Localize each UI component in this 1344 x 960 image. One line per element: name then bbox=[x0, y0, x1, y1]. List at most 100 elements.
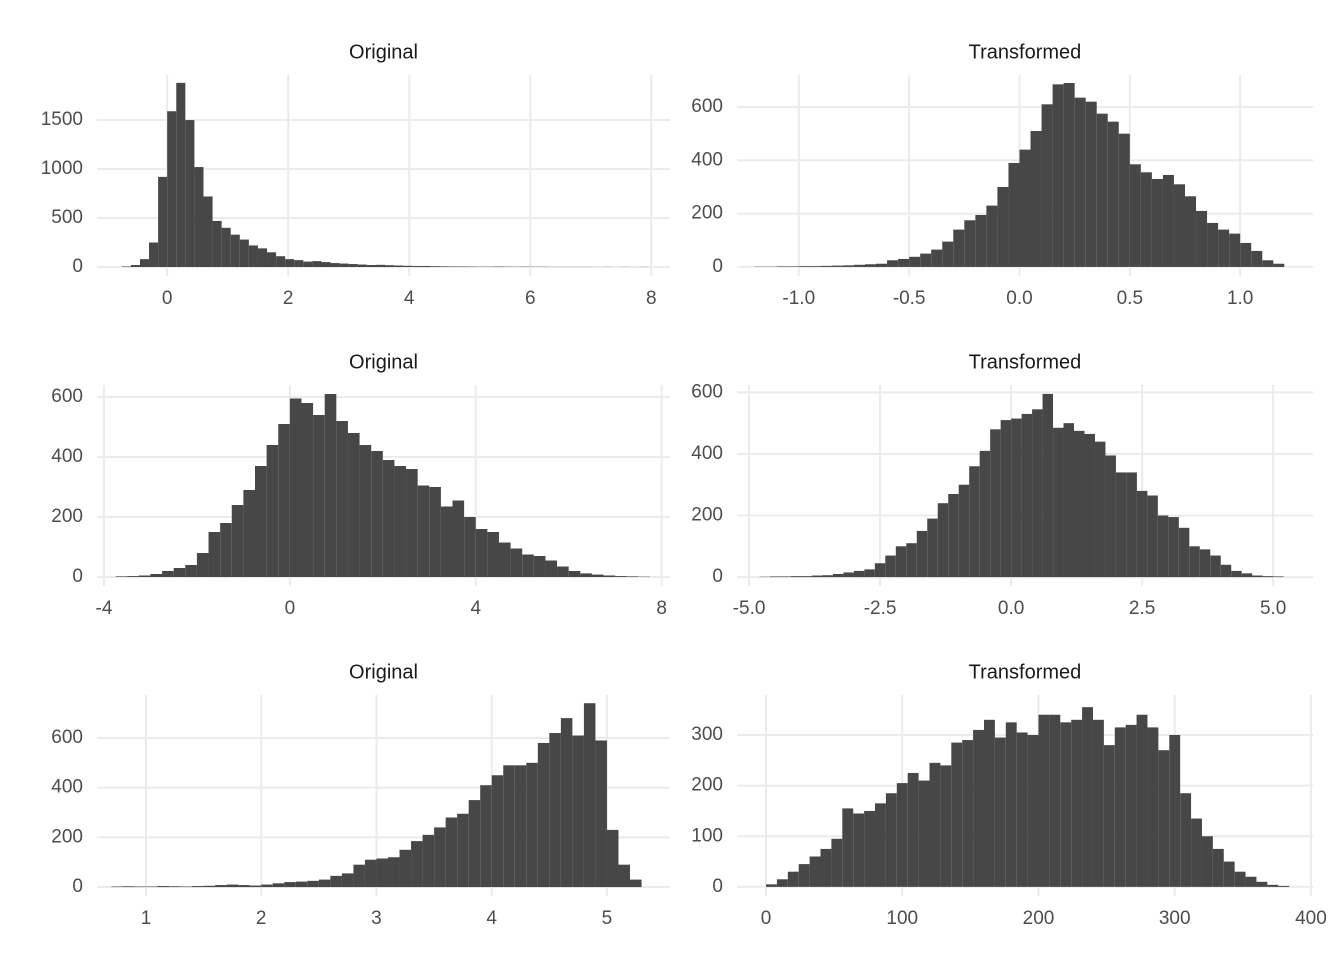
bar bbox=[958, 484, 970, 578]
bar bbox=[1125, 724, 1137, 887]
bar bbox=[173, 568, 186, 577]
bar bbox=[798, 266, 810, 267]
bar bbox=[167, 111, 177, 267]
bar bbox=[990, 429, 1001, 578]
y-tick-label: 0 bbox=[72, 876, 83, 897]
bar bbox=[385, 265, 395, 267]
bar bbox=[1234, 871, 1246, 887]
bar bbox=[376, 858, 388, 888]
bar bbox=[1231, 570, 1242, 578]
x-tick-label: 1 bbox=[141, 908, 152, 929]
bar bbox=[348, 264, 358, 267]
bar bbox=[1000, 420, 1012, 578]
bar bbox=[1157, 515, 1169, 578]
bar bbox=[399, 849, 412, 888]
y-tick-label: 600 bbox=[51, 386, 83, 407]
bar bbox=[1185, 196, 1197, 267]
bar bbox=[1278, 885, 1290, 887]
bar bbox=[1262, 576, 1274, 578]
bar bbox=[583, 703, 596, 888]
bar bbox=[514, 765, 527, 888]
bar bbox=[896, 783, 908, 887]
bar bbox=[1063, 423, 1075, 578]
bar bbox=[1158, 750, 1170, 887]
bar bbox=[330, 263, 340, 267]
bar bbox=[1267, 884, 1279, 887]
bar bbox=[406, 469, 418, 577]
bar bbox=[1030, 130, 1042, 267]
bar bbox=[973, 729, 984, 887]
bar bbox=[986, 205, 998, 267]
bar bbox=[321, 262, 331, 267]
bar bbox=[498, 542, 511, 577]
bar bbox=[394, 265, 404, 267]
bar bbox=[820, 265, 832, 267]
x-tick-label: -4 bbox=[96, 598, 113, 619]
bar bbox=[1207, 222, 1219, 267]
bar bbox=[983, 719, 995, 887]
x-tick-label: 1.0 bbox=[1227, 288, 1253, 309]
bar bbox=[307, 880, 319, 888]
bar bbox=[243, 490, 256, 577]
x-tick-label: -0.5 bbox=[893, 288, 926, 309]
bar bbox=[843, 572, 854, 578]
y-tick-label: 400 bbox=[51, 446, 83, 467]
y-tick-label: 200 bbox=[691, 505, 723, 526]
bar bbox=[1220, 564, 1232, 578]
bar bbox=[1074, 430, 1085, 578]
x-tick-label: 2 bbox=[283, 288, 294, 309]
bar bbox=[975, 214, 987, 267]
bar bbox=[842, 265, 854, 267]
bar bbox=[1240, 242, 1252, 267]
bar bbox=[626, 576, 639, 577]
bar bbox=[1162, 174, 1174, 267]
bar bbox=[853, 570, 865, 578]
bar bbox=[953, 229, 965, 267]
x-tick-label: -5.0 bbox=[733, 598, 766, 619]
y-tick-label: 0 bbox=[712, 876, 723, 897]
bar bbox=[1107, 121, 1119, 267]
bar bbox=[1118, 133, 1130, 267]
bar bbox=[439, 266, 449, 267]
panel-title: Transformed bbox=[969, 351, 1082, 373]
bar bbox=[942, 241, 954, 267]
bar bbox=[347, 433, 360, 577]
bar bbox=[357, 264, 367, 267]
bar bbox=[203, 196, 213, 267]
x-tick-label: 300 bbox=[1159, 908, 1191, 929]
bar bbox=[1094, 441, 1106, 578]
bar bbox=[255, 466, 267, 577]
bar bbox=[1011, 418, 1022, 578]
bar bbox=[276, 256, 286, 267]
bar bbox=[130, 265, 140, 267]
bar bbox=[864, 810, 876, 887]
bar bbox=[212, 220, 222, 267]
bar bbox=[920, 253, 932, 267]
bar bbox=[1041, 104, 1053, 267]
bar bbox=[221, 227, 231, 267]
x-tick-label: 8 bbox=[656, 598, 667, 619]
bar bbox=[266, 445, 279, 577]
bar bbox=[1049, 714, 1061, 887]
y-tick-label: 0 bbox=[72, 566, 83, 587]
bar bbox=[257, 248, 268, 267]
bar bbox=[336, 421, 348, 577]
x-tick-label: 0.0 bbox=[1006, 288, 1032, 309]
y-tick-label: 1500 bbox=[41, 109, 83, 130]
bar bbox=[261, 884, 273, 888]
y-tick-label: 400 bbox=[691, 149, 723, 170]
bar bbox=[916, 530, 928, 578]
bar bbox=[226, 884, 239, 888]
bar bbox=[776, 879, 788, 887]
bar bbox=[820, 848, 832, 887]
x-tick-label: 400 bbox=[1295, 908, 1327, 929]
bar bbox=[979, 450, 991, 578]
bar bbox=[1052, 84, 1064, 267]
bar bbox=[1262, 260, 1274, 267]
bar bbox=[931, 249, 943, 267]
bar bbox=[162, 571, 174, 577]
bar bbox=[522, 554, 534, 577]
bar bbox=[215, 885, 227, 888]
x-tick-label: 2 bbox=[256, 908, 267, 929]
bar bbox=[1060, 722, 1072, 887]
